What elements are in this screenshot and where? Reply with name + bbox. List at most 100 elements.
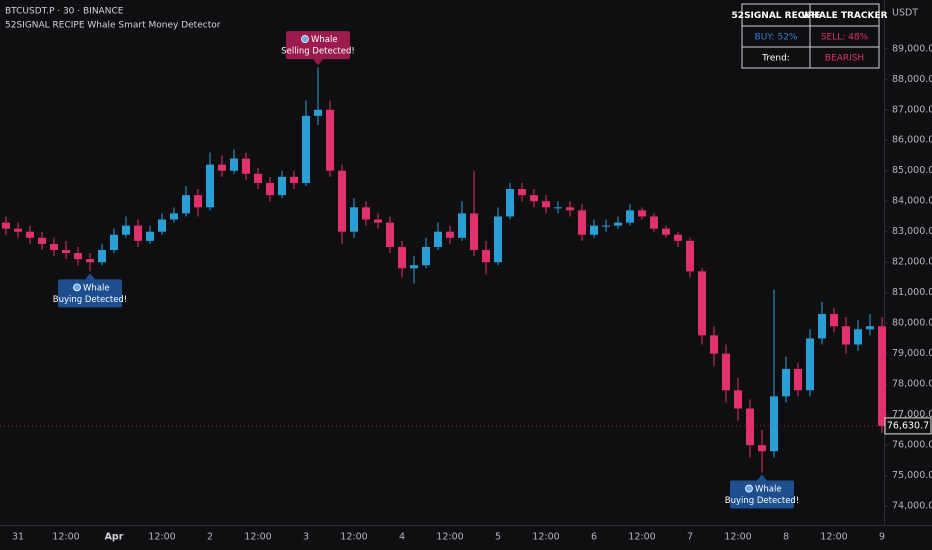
table-cell: SELL: 48% bbox=[821, 33, 869, 43]
candle-body bbox=[602, 225, 610, 227]
candle-body bbox=[290, 176, 298, 183]
x-tick-label: 6 bbox=[591, 532, 597, 543]
candle-body bbox=[350, 207, 358, 232]
candle-body bbox=[134, 225, 142, 241]
candle-body bbox=[146, 231, 154, 241]
candle-body bbox=[494, 216, 502, 263]
candle-body bbox=[398, 246, 406, 269]
candle-body bbox=[698, 271, 706, 336]
table-header: WHALE TRACKER bbox=[801, 11, 887, 21]
candle-body bbox=[842, 326, 850, 345]
x-tick-label: 5 bbox=[495, 532, 501, 543]
candle-body bbox=[734, 390, 742, 409]
candle-body bbox=[830, 314, 838, 327]
candle-body bbox=[650, 216, 658, 229]
currency-label[interactable]: USDT bbox=[892, 8, 918, 19]
x-tick-label: 12:00 bbox=[532, 532, 559, 543]
candle-body bbox=[2, 222, 10, 229]
x-tick-label: 2 bbox=[207, 532, 213, 543]
candle-body bbox=[746, 408, 754, 446]
candle-body bbox=[158, 219, 166, 232]
candle-body bbox=[482, 250, 490, 263]
last-price-label: 76,630.7 bbox=[887, 420, 929, 431]
label-pointer bbox=[85, 273, 95, 280]
candle-body bbox=[590, 225, 598, 235]
table-header: 52SIGNAL RECIPE bbox=[732, 11, 821, 21]
y-tick-label: 84,000.0 bbox=[892, 196, 932, 207]
table-cell: Trend: bbox=[761, 54, 790, 64]
x-tick-label: 31 bbox=[12, 532, 24, 543]
y-tick-label: 89,000.0 bbox=[892, 43, 932, 54]
candle-body bbox=[866, 326, 874, 330]
candle-body bbox=[38, 237, 46, 244]
candle-body bbox=[374, 219, 382, 223]
candle-body bbox=[662, 228, 670, 235]
candle-body bbox=[878, 326, 886, 426]
candle-body bbox=[710, 335, 718, 354]
y-tick-label: 78,000.0 bbox=[892, 379, 932, 390]
candle-body bbox=[686, 240, 694, 272]
candle-body bbox=[470, 213, 478, 250]
y-tick-label: 79,000.0 bbox=[892, 348, 932, 359]
candle-body bbox=[266, 182, 274, 196]
x-tick-label: 12:00 bbox=[52, 532, 79, 543]
candle-body bbox=[578, 210, 586, 235]
candle-body bbox=[782, 368, 790, 397]
candle-body bbox=[98, 250, 106, 263]
candle-body bbox=[386, 222, 394, 247]
y-tick-label: 85,000.0 bbox=[892, 165, 932, 176]
table-cell: BEARISH bbox=[825, 54, 864, 64]
y-tick-label: 86,000.0 bbox=[892, 135, 932, 146]
candle-body bbox=[770, 396, 778, 452]
candle-body bbox=[86, 259, 94, 263]
x-tick-label: 3 bbox=[303, 532, 309, 543]
candle-body bbox=[614, 222, 622, 226]
candle-body bbox=[638, 210, 646, 217]
whale-label: Whale Selling Detected! bbox=[281, 31, 355, 66]
candle-body bbox=[302, 115, 310, 183]
x-tick-label: 7 bbox=[687, 532, 693, 543]
candle-body bbox=[182, 195, 190, 214]
candle-body bbox=[410, 265, 418, 269]
y-tick-label: 80,000.0 bbox=[892, 318, 932, 329]
candle-body bbox=[530, 195, 538, 202]
candle-body bbox=[518, 189, 526, 196]
x-tick-label: 12:00 bbox=[820, 532, 847, 543]
candle-body bbox=[542, 201, 550, 208]
candle-body bbox=[110, 234, 118, 250]
candle-body bbox=[278, 176, 286, 196]
x-tick-label: Apr bbox=[105, 532, 124, 543]
candle-body bbox=[170, 213, 178, 220]
x-tick-label: 12:00 bbox=[724, 532, 751, 543]
y-tick-label: 87,000.0 bbox=[892, 104, 932, 115]
label-icon bbox=[301, 35, 309, 43]
tracker-table: 52SIGNAL RECIPE WHALE TRACKER BUY: 52% S… bbox=[732, 3, 888, 69]
label-line: Buying Detected! bbox=[725, 496, 799, 506]
candle-body bbox=[722, 353, 730, 391]
label-line: Whale bbox=[83, 283, 110, 293]
x-tick-label: 4 bbox=[399, 532, 405, 543]
x-tick-label: 9 bbox=[879, 532, 885, 543]
whale-label: Whale Buying Detected! bbox=[53, 273, 127, 308]
y-tick-label: 88,000.0 bbox=[892, 74, 932, 85]
candle-body bbox=[794, 368, 802, 391]
candle-body bbox=[446, 231, 454, 238]
candle-body bbox=[806, 338, 814, 391]
candle-body bbox=[434, 231, 442, 247]
candle-body bbox=[218, 164, 226, 171]
y-tick-label: 77,000.0 bbox=[892, 409, 932, 420]
table-cell: BUY: 52% bbox=[755, 33, 798, 43]
candle-body bbox=[818, 314, 826, 339]
candle-body bbox=[626, 210, 634, 223]
candle-body bbox=[230, 158, 238, 171]
candle-body bbox=[854, 329, 862, 345]
x-tick-label: 12:00 bbox=[244, 532, 271, 543]
candle-body bbox=[506, 189, 514, 217]
label-line: Buying Detected! bbox=[53, 295, 127, 305]
y-tick-label: 83,000.0 bbox=[892, 226, 932, 237]
candle-body bbox=[242, 158, 250, 174]
y-tick-label: 74,000.0 bbox=[892, 501, 932, 512]
